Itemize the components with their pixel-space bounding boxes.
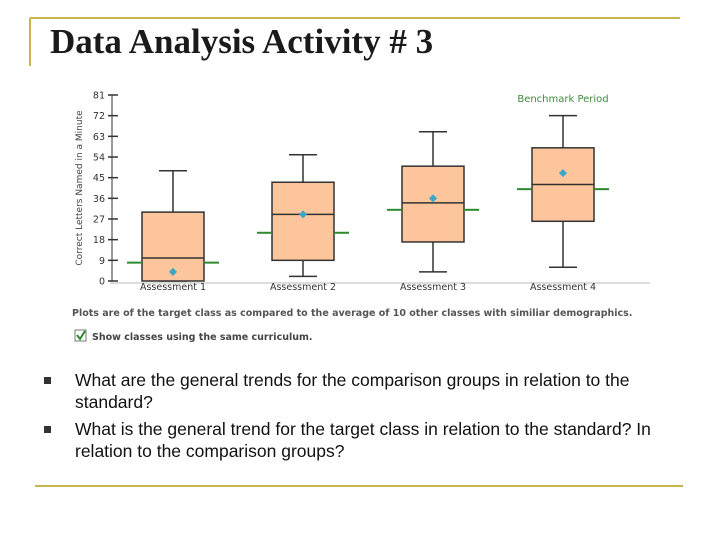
x-tick-label: Assessment 2 (270, 282, 336, 293)
box (271, 181, 335, 262)
annotation: Benchmark Period (517, 94, 608, 105)
box (401, 165, 465, 243)
y-tick-label: 27 (93, 215, 105, 226)
mean-marker (429, 194, 437, 203)
checkbox[interactable] (74, 329, 87, 342)
bullet: What is the general trend for the target… (44, 418, 681, 462)
y-axis-label: Correct Letters Named in a Minute (75, 110, 85, 266)
bullet-list: What are the general trends for the comp… (44, 369, 684, 467)
bullet-marker (44, 377, 51, 384)
footnote: Plots are of the target class as compare… (72, 308, 632, 319)
y-tick-label: 54 (93, 153, 105, 164)
mean-marker (169, 267, 177, 276)
checkmark (76, 330, 86, 341)
y-tick-label: 81 (93, 91, 105, 102)
mean-marker (299, 210, 307, 219)
bullet-text: What are the general trends for the comp… (75, 370, 630, 412)
bullet: What are the general trends for the comp… (44, 369, 681, 413)
y-tick-label: 72 (93, 111, 105, 122)
y-tick-label: 45 (93, 173, 105, 184)
y-tick-label: 36 (93, 194, 105, 205)
bullet-marker (44, 426, 51, 433)
y-tick-label: 18 (93, 235, 105, 246)
slide-title: Data Analysis Activity # 3 (50, 22, 434, 61)
mean-marker (559, 169, 567, 178)
x-tick-label: Assessment 3 (400, 282, 466, 293)
x-tick-label: Assessment 4 (530, 282, 596, 293)
bullet-text: What is the general trend for the target… (75, 419, 651, 461)
y-tick-label: 9 (99, 256, 105, 267)
y-tick-label: 63 (93, 132, 105, 143)
x-tick-label: Assessment 1 (140, 282, 206, 293)
y-tick-label: 0 (99, 277, 105, 288)
checkbox-label: Show classes using the same curriculum. (92, 332, 313, 343)
